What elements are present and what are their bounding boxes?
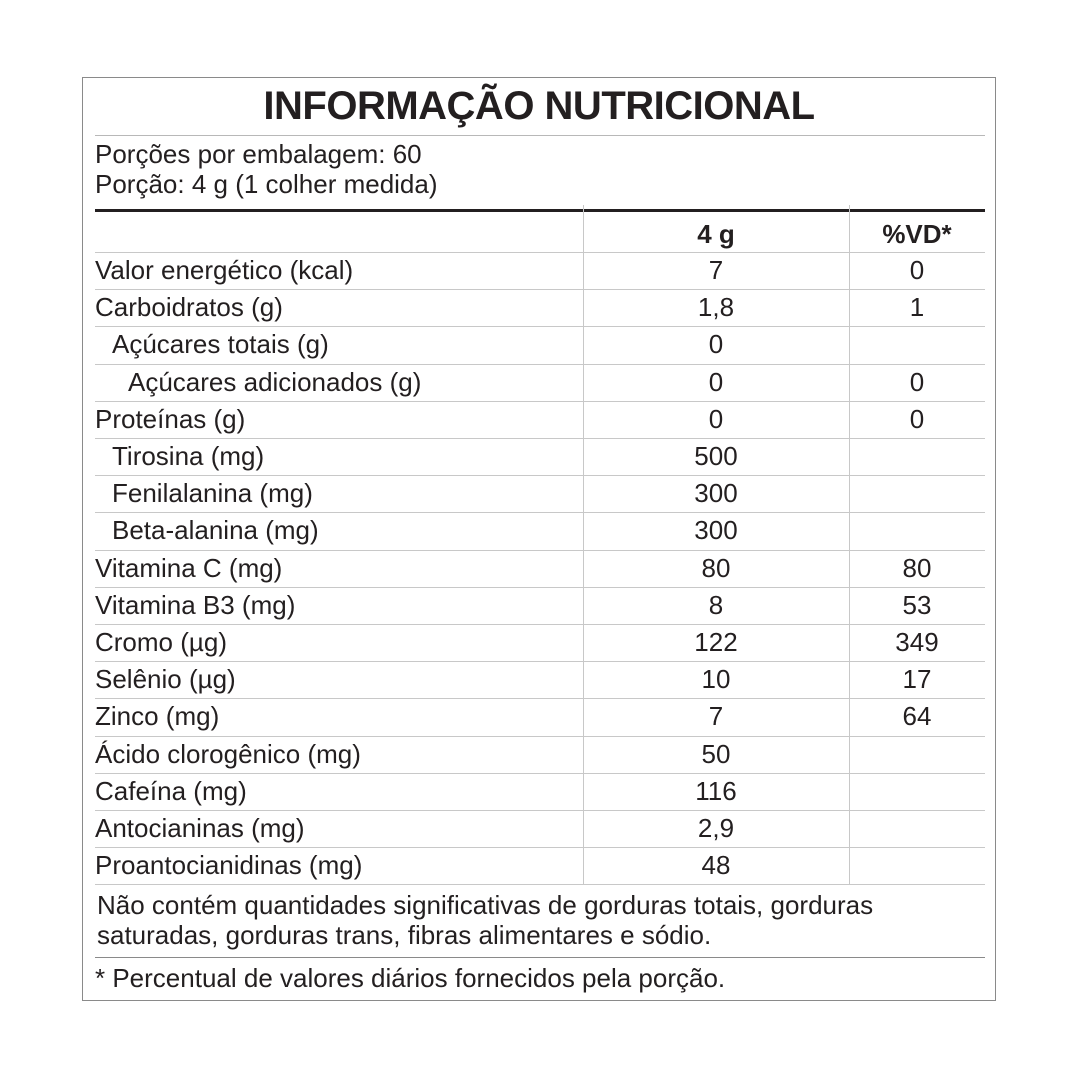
table-header: 4 g %VD* — [95, 212, 985, 253]
nutrient-daily-value: 64 — [902, 701, 932, 732]
nutrient-name: Açúcares totais (g) — [112, 329, 329, 360]
nutrient-amount: 48 — [701, 850, 731, 881]
nutrient-daily-value: 80 — [902, 552, 932, 583]
nutrient-name: Ácido clorogênico (mg) — [95, 738, 361, 769]
nutrient-daily-value: 53 — [902, 589, 932, 620]
label-title: INFORMAÇÃO NUTRICIONAL — [263, 84, 815, 128]
table-row: Fenilalanina (mg) 300 — [95, 476, 985, 514]
nutrient-name: Antocianinas (mg) — [95, 813, 305, 843]
nutrient-daily-value: 0 — [909, 403, 925, 434]
nutrient-daily-value: 0 — [909, 255, 925, 285]
nutrient-amount: 300 — [694, 478, 738, 509]
table-row: Ácido clorogênico (mg) 50 — [95, 737, 985, 774]
nutrient-name: Carboidratos (g) — [95, 292, 283, 323]
nutrient-amount: 2,9 — [697, 813, 735, 843]
table-row: Antocianinas (mg) 2,9 — [95, 811, 985, 849]
nutrition-facts-panel — [82, 77, 996, 1001]
nutrient-name: Selênio (µg) — [95, 664, 236, 695]
nutrient-name: Vitamina B3 (mg) — [95, 589, 296, 620]
table-row: Proantocianidinas (mg) 48 — [95, 848, 985, 886]
nutrient-amount: 500 — [694, 441, 738, 471]
nutrient-amount: 116 — [695, 775, 737, 806]
nutrient-amount: 0 — [708, 366, 724, 397]
table-row: Cafeína (mg) 116 — [95, 774, 985, 811]
table-row: Beta-alanina (mg) 300 — [95, 513, 985, 551]
nutrient-name: Beta-alanina (mg) — [112, 515, 319, 546]
table-row: Açúcares totais (g) 0 — [95, 327, 985, 365]
nutrient-name: Tirosina (mg) — [112, 441, 265, 471]
nutrient-amount: 122 — [694, 627, 738, 657]
table-row: Carboidratos (g) 1,8 1 — [95, 290, 985, 328]
column-header-amount: 4 g — [697, 219, 735, 249]
column-header-dv: %VD* — [882, 219, 952, 249]
nutrient-daily-value: 349 — [895, 627, 939, 657]
table-row: Valor energético (kcal) 7 0 — [95, 253, 985, 291]
table-row: Cromo (µg) 122 349 — [95, 625, 985, 663]
divider — [95, 957, 985, 958]
nutrient-daily-value: 1 — [909, 292, 925, 323]
table-row: Açúcares adicionados (g) 0 0 — [95, 365, 985, 402]
footnote: * Percentual de valores diários fornecid… — [95, 963, 726, 993]
table-row: Selênio (µg) 10 17 — [95, 662, 985, 700]
nutrient-amount: 7 — [708, 255, 724, 285]
table-row: Tirosina (mg) 500 — [95, 439, 985, 477]
nutrient-daily-value: 0 — [909, 366, 925, 397]
table-row: Vitamina C (mg) 80 80 — [95, 551, 985, 588]
thick-divider — [95, 209, 985, 212]
servings-per-package: Porções por embalagem: 60 — [95, 139, 422, 169]
serving-size: Porção: 4 g (1 colher medida) — [95, 169, 438, 199]
nutrient-amount: 50 — [701, 738, 731, 769]
column-divider — [583, 205, 584, 885]
table-row: Zinco (mg) 7 64 — [95, 699, 985, 737]
nutrient-amount: 0 — [708, 329, 724, 360]
note-line-1: Não contém quantidades significativas de… — [97, 890, 874, 920]
nutrient-amount: 1,8 — [697, 292, 735, 323]
nutrient-name: Açúcares adicionados (g) — [128, 366, 422, 397]
divider — [95, 135, 985, 136]
nutrient-name: Proteínas (g) — [95, 403, 246, 434]
nutrient-amount: 8 — [708, 589, 724, 620]
nutrient-name: Valor energético (kcal) — [95, 255, 354, 285]
nutrient-amount: 10 — [701, 664, 731, 695]
nutrient-name: Cafeína (mg) — [95, 775, 247, 806]
nutrient-amount: 7 — [708, 701, 724, 732]
note-line-2: saturadas, gorduras trans, fibras alimen… — [97, 920, 712, 950]
table-row: Vitamina B3 (mg) 8 53 — [95, 588, 985, 625]
nutrient-amount: 300 — [694, 515, 738, 546]
table-row: Proteínas (g) 0 0 — [95, 402, 985, 439]
nutrient-name: Zinco (mg) — [95, 701, 220, 732]
nutrient-name: Proantocianidinas (mg) — [95, 850, 363, 881]
nutrient-name: Fenilalanina (mg) — [112, 478, 313, 509]
nutrient-name: Cromo (µg) — [95, 627, 227, 657]
nutrient-amount: 0 — [708, 403, 724, 434]
nutrient-daily-value: 17 — [902, 664, 932, 695]
nutrient-name: Vitamina C (mg) — [95, 552, 283, 583]
nutrient-amount: 80 — [701, 552, 731, 583]
column-divider — [849, 205, 850, 885]
